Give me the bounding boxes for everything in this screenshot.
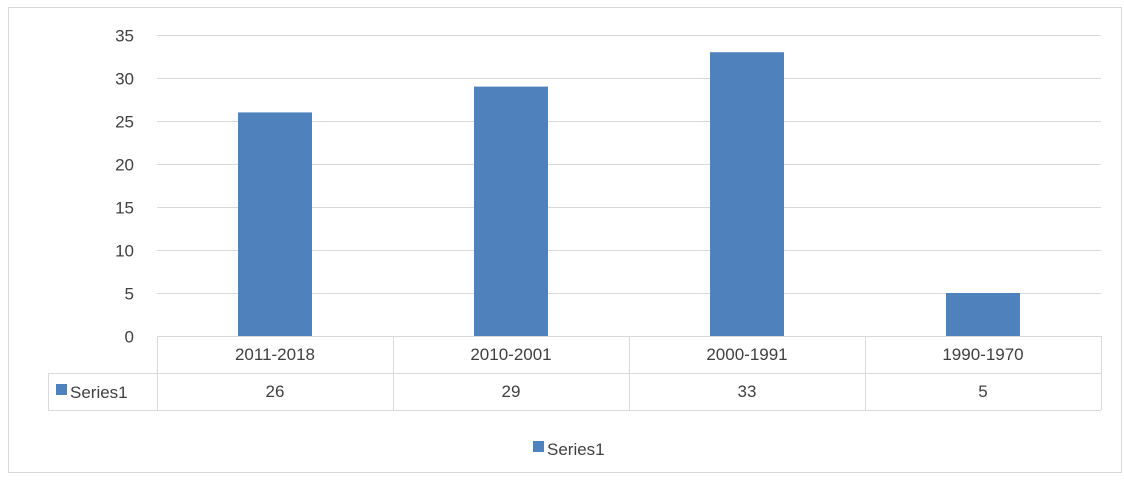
data-value-label: 5 xyxy=(978,382,987,401)
y-tick-label: 10 xyxy=(115,242,134,261)
data-value-label: 26 xyxy=(266,382,285,401)
bar xyxy=(474,86,548,336)
table-legend-key xyxy=(56,384,67,395)
chart-border xyxy=(8,7,1122,473)
category-label: 2011-2018 xyxy=(235,345,315,364)
y-tick-label: 15 xyxy=(115,199,134,218)
bar xyxy=(946,293,1020,336)
table-series-name: Series1 xyxy=(70,383,128,402)
category-label: 1990-1970 xyxy=(942,345,1023,364)
y-tick-label: 25 xyxy=(115,113,134,132)
bar xyxy=(710,52,784,336)
y-tick-label: 30 xyxy=(115,70,134,89)
y-tick-label: 0 xyxy=(125,328,134,347)
legend-label: Series1 xyxy=(547,440,605,459)
category-label: 2010-2001 xyxy=(470,345,551,364)
y-tick-label: 35 xyxy=(115,27,134,46)
bar xyxy=(238,112,312,337)
data-value-label: 29 xyxy=(502,382,521,401)
legend-swatch xyxy=(533,441,544,452)
y-tick-label: 5 xyxy=(125,285,134,304)
data-value-label: 33 xyxy=(738,382,757,401)
category-label: 2000-1991 xyxy=(706,345,787,364)
y-tick-label: 20 xyxy=(115,156,134,175)
